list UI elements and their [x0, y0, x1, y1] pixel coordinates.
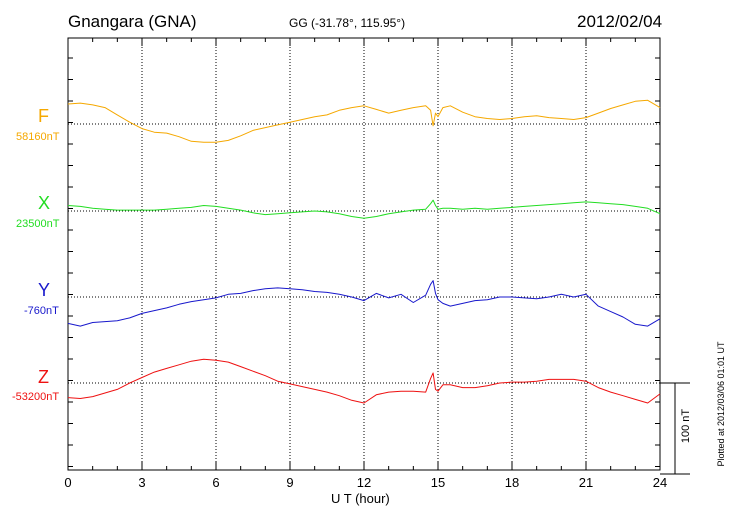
series-line-f	[67, 99, 661, 143]
x-tick-label: 0	[64, 475, 72, 490]
scale-bar-label: 100 nT	[680, 408, 692, 444]
x-tick-label: 21	[578, 475, 594, 490]
series-name-f: F	[38, 106, 49, 126]
x-axis-ticks	[67, 38, 661, 470]
series-lines	[67, 99, 661, 404]
x-tick-label: 6	[212, 475, 220, 490]
series-line-y	[67, 280, 661, 327]
station-coordinates: GG (-31.78°, 115.95°)	[289, 16, 406, 30]
plot-date: 2012/02/04	[577, 12, 663, 31]
series-name-x: X	[38, 193, 51, 213]
series-baseline-z: -53200nT	[12, 391, 60, 403]
x-tick-label: 3	[138, 475, 146, 490]
grid-lines	[141, 38, 587, 470]
series-line-z	[67, 358, 661, 404]
series-baseline-f: 58160nT	[16, 131, 60, 143]
x-tick-label: 24	[652, 475, 668, 490]
station-title: Gnangara (GNA)	[68, 12, 197, 31]
x-tick-label: 9	[286, 475, 294, 490]
x-tick-label: 15	[430, 475, 446, 490]
x-tick-label: 18	[504, 475, 520, 490]
y-axis-ticks	[68, 57, 660, 467]
series-line-x	[67, 199, 661, 219]
scale-bar	[660, 382, 690, 475]
x-axis-label: U T (hour)	[331, 491, 390, 506]
series-name-y: Y	[38, 280, 51, 300]
series-name-z: Z	[38, 367, 49, 387]
x-tick-label: 12	[356, 475, 372, 490]
series-baseline-x: 23500nT	[16, 218, 60, 230]
plotted-timestamp: Plotted at 2012/03/06 01:01 UT	[716, 341, 726, 467]
series-baseline-y: -760nT	[24, 305, 59, 317]
